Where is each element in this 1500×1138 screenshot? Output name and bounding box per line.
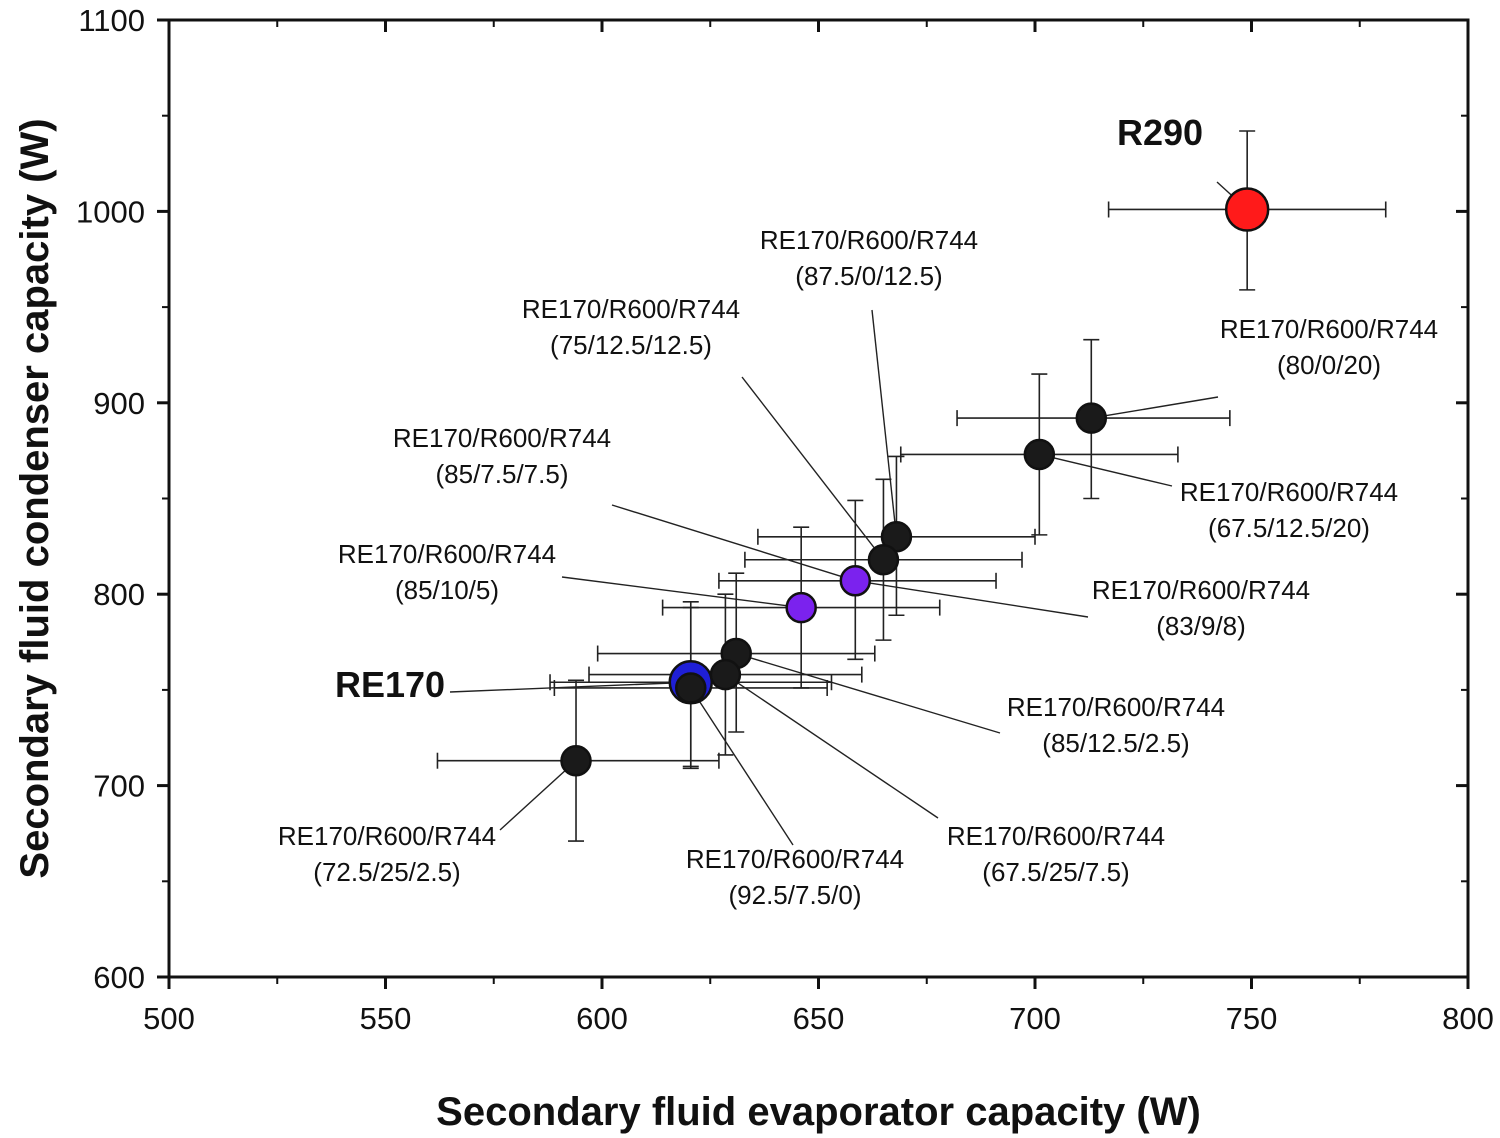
x-axis-title: Secondary fluid evaporator capacity (W) [436, 1090, 1201, 1134]
leader-m_85_7_5_7_5 [611, 504, 856, 582]
point-m_67_5_12_5_20 [1023, 438, 1056, 471]
point-m_75_12_5_12_5 [867, 543, 900, 576]
y-tick-label: 600 [93, 960, 145, 995]
leader-m_87_5_0_12_5 [871, 309, 898, 537]
label-m_72_5_25_2_5: (72.5/25/2.5) [313, 857, 460, 887]
label-m_75_12_5_12_5: RE170/R600/R744 [522, 294, 740, 324]
leader-m_85_12_5_2_5 [736, 652, 1001, 734]
leader-m_72_5_25_2_5 [499, 760, 577, 831]
label-m_80_0_20: (80/0/20) [1277, 350, 1381, 380]
label-m_83_9_8: (83/9/8) [1156, 611, 1246, 641]
point-m_80_0_20 [1075, 402, 1108, 434]
x-tick-label: 750 [1226, 1001, 1278, 1036]
label-m_85_12_5_2_5: RE170/R600/R744 [1007, 692, 1225, 722]
point-m_85_7_5_7_5 [839, 565, 872, 597]
leader-m_80_0_20 [1091, 396, 1219, 419]
point-m_92_5_7_5_0 [675, 672, 707, 704]
label-m_87_5_0_12_5: RE170/R600/R744 [760, 225, 978, 255]
x-tick-label: 500 [143, 1001, 195, 1036]
label-m_75_12_5_12_5: (75/12.5/12.5) [550, 330, 712, 360]
x-tick-label: 700 [1009, 1001, 1061, 1036]
point-m_67_5_25_7_5 [709, 658, 742, 691]
leader-m_92_5_7_5_0 [690, 687, 794, 846]
y-axis-title: Secondary fluid condenser capacity (W) [13, 118, 57, 878]
x-tick-label: 650 [793, 1001, 845, 1036]
label-m_67_5_25_7_5: RE170/R600/R744 [947, 821, 1165, 851]
label-m_80_0_20: RE170/R600/R744 [1220, 314, 1438, 344]
y-tick-label: 800 [93, 577, 145, 612]
label-m_85_10_5: RE170/R600/R744 [338, 539, 556, 569]
x-tick-label: 800 [1442, 1001, 1494, 1036]
label-m_85_7_5_7_5: RE170/R600/R744 [393, 423, 611, 453]
leader-m_85_10_5 [561, 576, 802, 609]
label-m_67_5_25_7_5: (67.5/25/7.5) [982, 857, 1129, 887]
y-tick-label: 700 [93, 769, 145, 804]
x-tick-label: 550 [360, 1001, 412, 1036]
label-m_67_5_12_5_20: (67.5/12.5/20) [1208, 513, 1370, 543]
y-tick-label: 900 [93, 386, 145, 421]
label-re170: RE170 [335, 664, 445, 705]
label-r290: R290 [1117, 112, 1203, 153]
leader-m_75_12_5_12_5 [741, 376, 885, 561]
label-m_72_5_25_2_5: RE170/R600/R744 [278, 821, 496, 851]
label-m_85_7_5_7_5: (85/7.5/7.5) [436, 459, 569, 489]
label-m_87_5_0_12_5: (87.5/0/12.5) [795, 261, 942, 291]
point-r290 [1224, 187, 1270, 232]
leader-m_83_9_8 [855, 580, 1089, 618]
point-m_85_10_5 [785, 591, 817, 624]
y-tick-label: 1100 [78, 3, 145, 38]
label-m_85_10_5: (85/10/5) [395, 575, 499, 605]
label-m_85_12_5_2_5: (85/12.5/2.5) [1042, 728, 1189, 758]
leader-re170 [449, 681, 691, 693]
leader-m_67_5_25_7_5 [725, 674, 939, 819]
label-m_92_5_7_5_0: (92.5/7.5/0) [729, 880, 862, 910]
label-m_83_9_8: RE170/R600/R744 [1092, 575, 1310, 605]
y-tick-label: 1000 [76, 194, 145, 229]
label-m_92_5_7_5_0: RE170/R600/R744 [686, 844, 904, 874]
x-tick-label: 600 [576, 1001, 628, 1036]
label-m_67_5_12_5_20: RE170/R600/R744 [1180, 477, 1398, 507]
leader-m_67_5_12_5_20 [1039, 453, 1173, 487]
point-m_72_5_25_2_5 [560, 744, 592, 777]
